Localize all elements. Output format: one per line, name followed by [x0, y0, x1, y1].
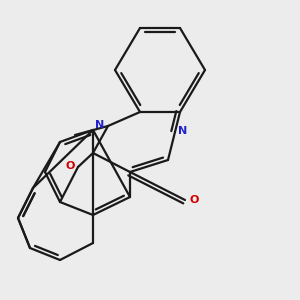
Text: O: O — [189, 195, 198, 205]
Text: O: O — [66, 161, 75, 171]
Text: N: N — [178, 126, 187, 136]
Text: N: N — [95, 120, 104, 130]
